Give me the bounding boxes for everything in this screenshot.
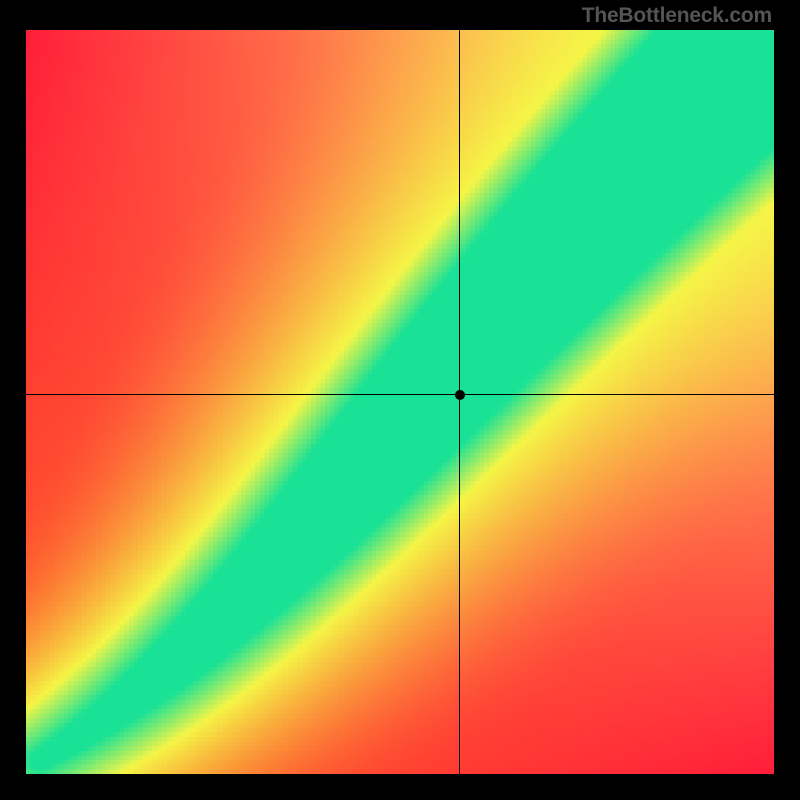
crosshair-dot: [454, 389, 466, 401]
chart-root: TheBottleneck.com: [0, 0, 800, 800]
watermark-text: TheBottleneck.com: [582, 4, 772, 28]
crosshair-horizontal: [26, 394, 774, 395]
crosshair-vertical: [459, 30, 460, 774]
heatmap-canvas: [26, 30, 774, 774]
plot-area: [26, 30, 774, 774]
